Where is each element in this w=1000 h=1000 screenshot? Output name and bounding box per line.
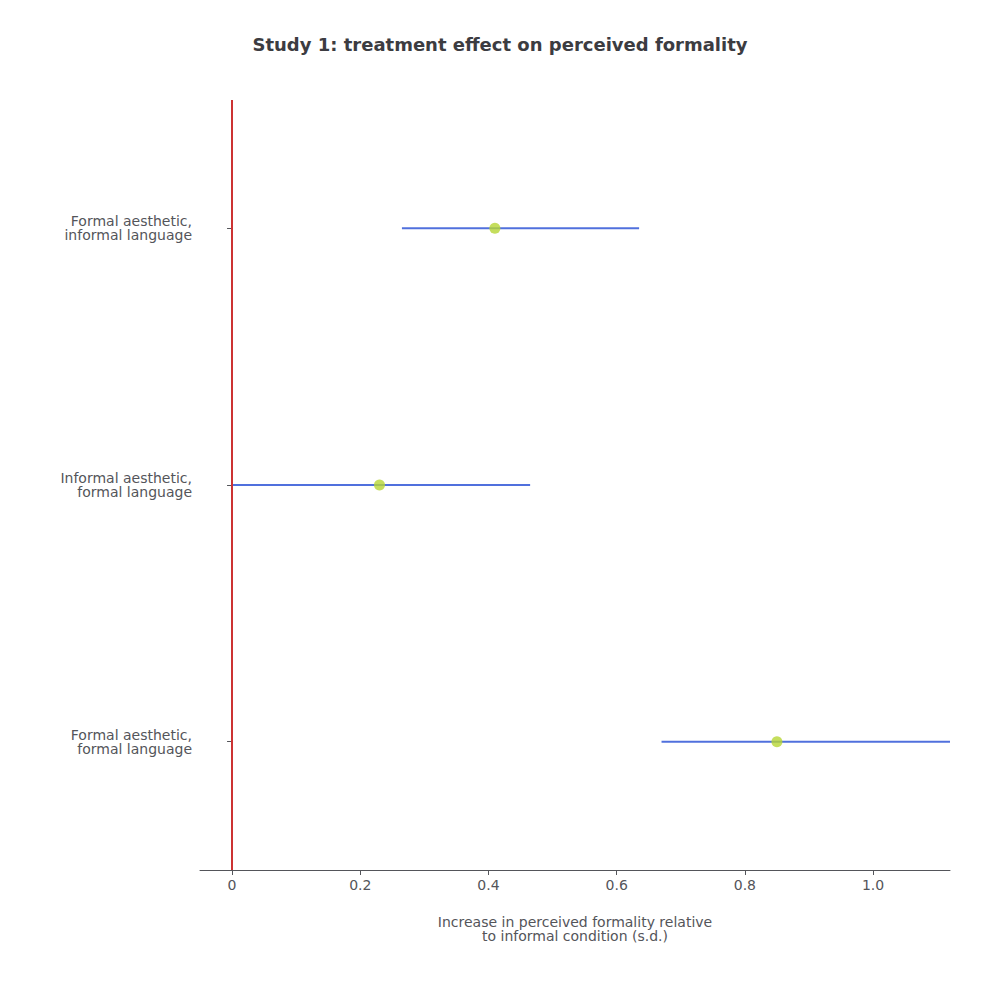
svg-text:1.0: 1.0 (862, 877, 884, 893)
svg-text:formal language: formal language (77, 484, 192, 500)
svg-text:0: 0 (228, 877, 237, 893)
svg-text:formal language: formal language (77, 741, 192, 757)
svg-text:to informal condition (s.d.): to informal condition (s.d.) (482, 928, 668, 944)
svg-text:Informal aesthetic,: Informal aesthetic, (60, 470, 192, 486)
svg-text:0.6: 0.6 (606, 877, 628, 893)
svg-text:0.4: 0.4 (477, 877, 499, 893)
svg-text:Study 1: treatment effect on p: Study 1: treatment effect on perceived f… (252, 34, 747, 55)
svg-text:0.2: 0.2 (349, 877, 371, 893)
svg-text:Formal aesthetic,: Formal aesthetic, (70, 213, 192, 230)
svg-text:Increase in perceived formalit: Increase in perceived formality relative (437, 914, 713, 930)
svg-text:Formal aesthetic,: Formal aesthetic, (70, 726, 192, 743)
svg-text:0.8: 0.8 (734, 877, 756, 893)
svg-text:informal language: informal language (64, 227, 192, 243)
